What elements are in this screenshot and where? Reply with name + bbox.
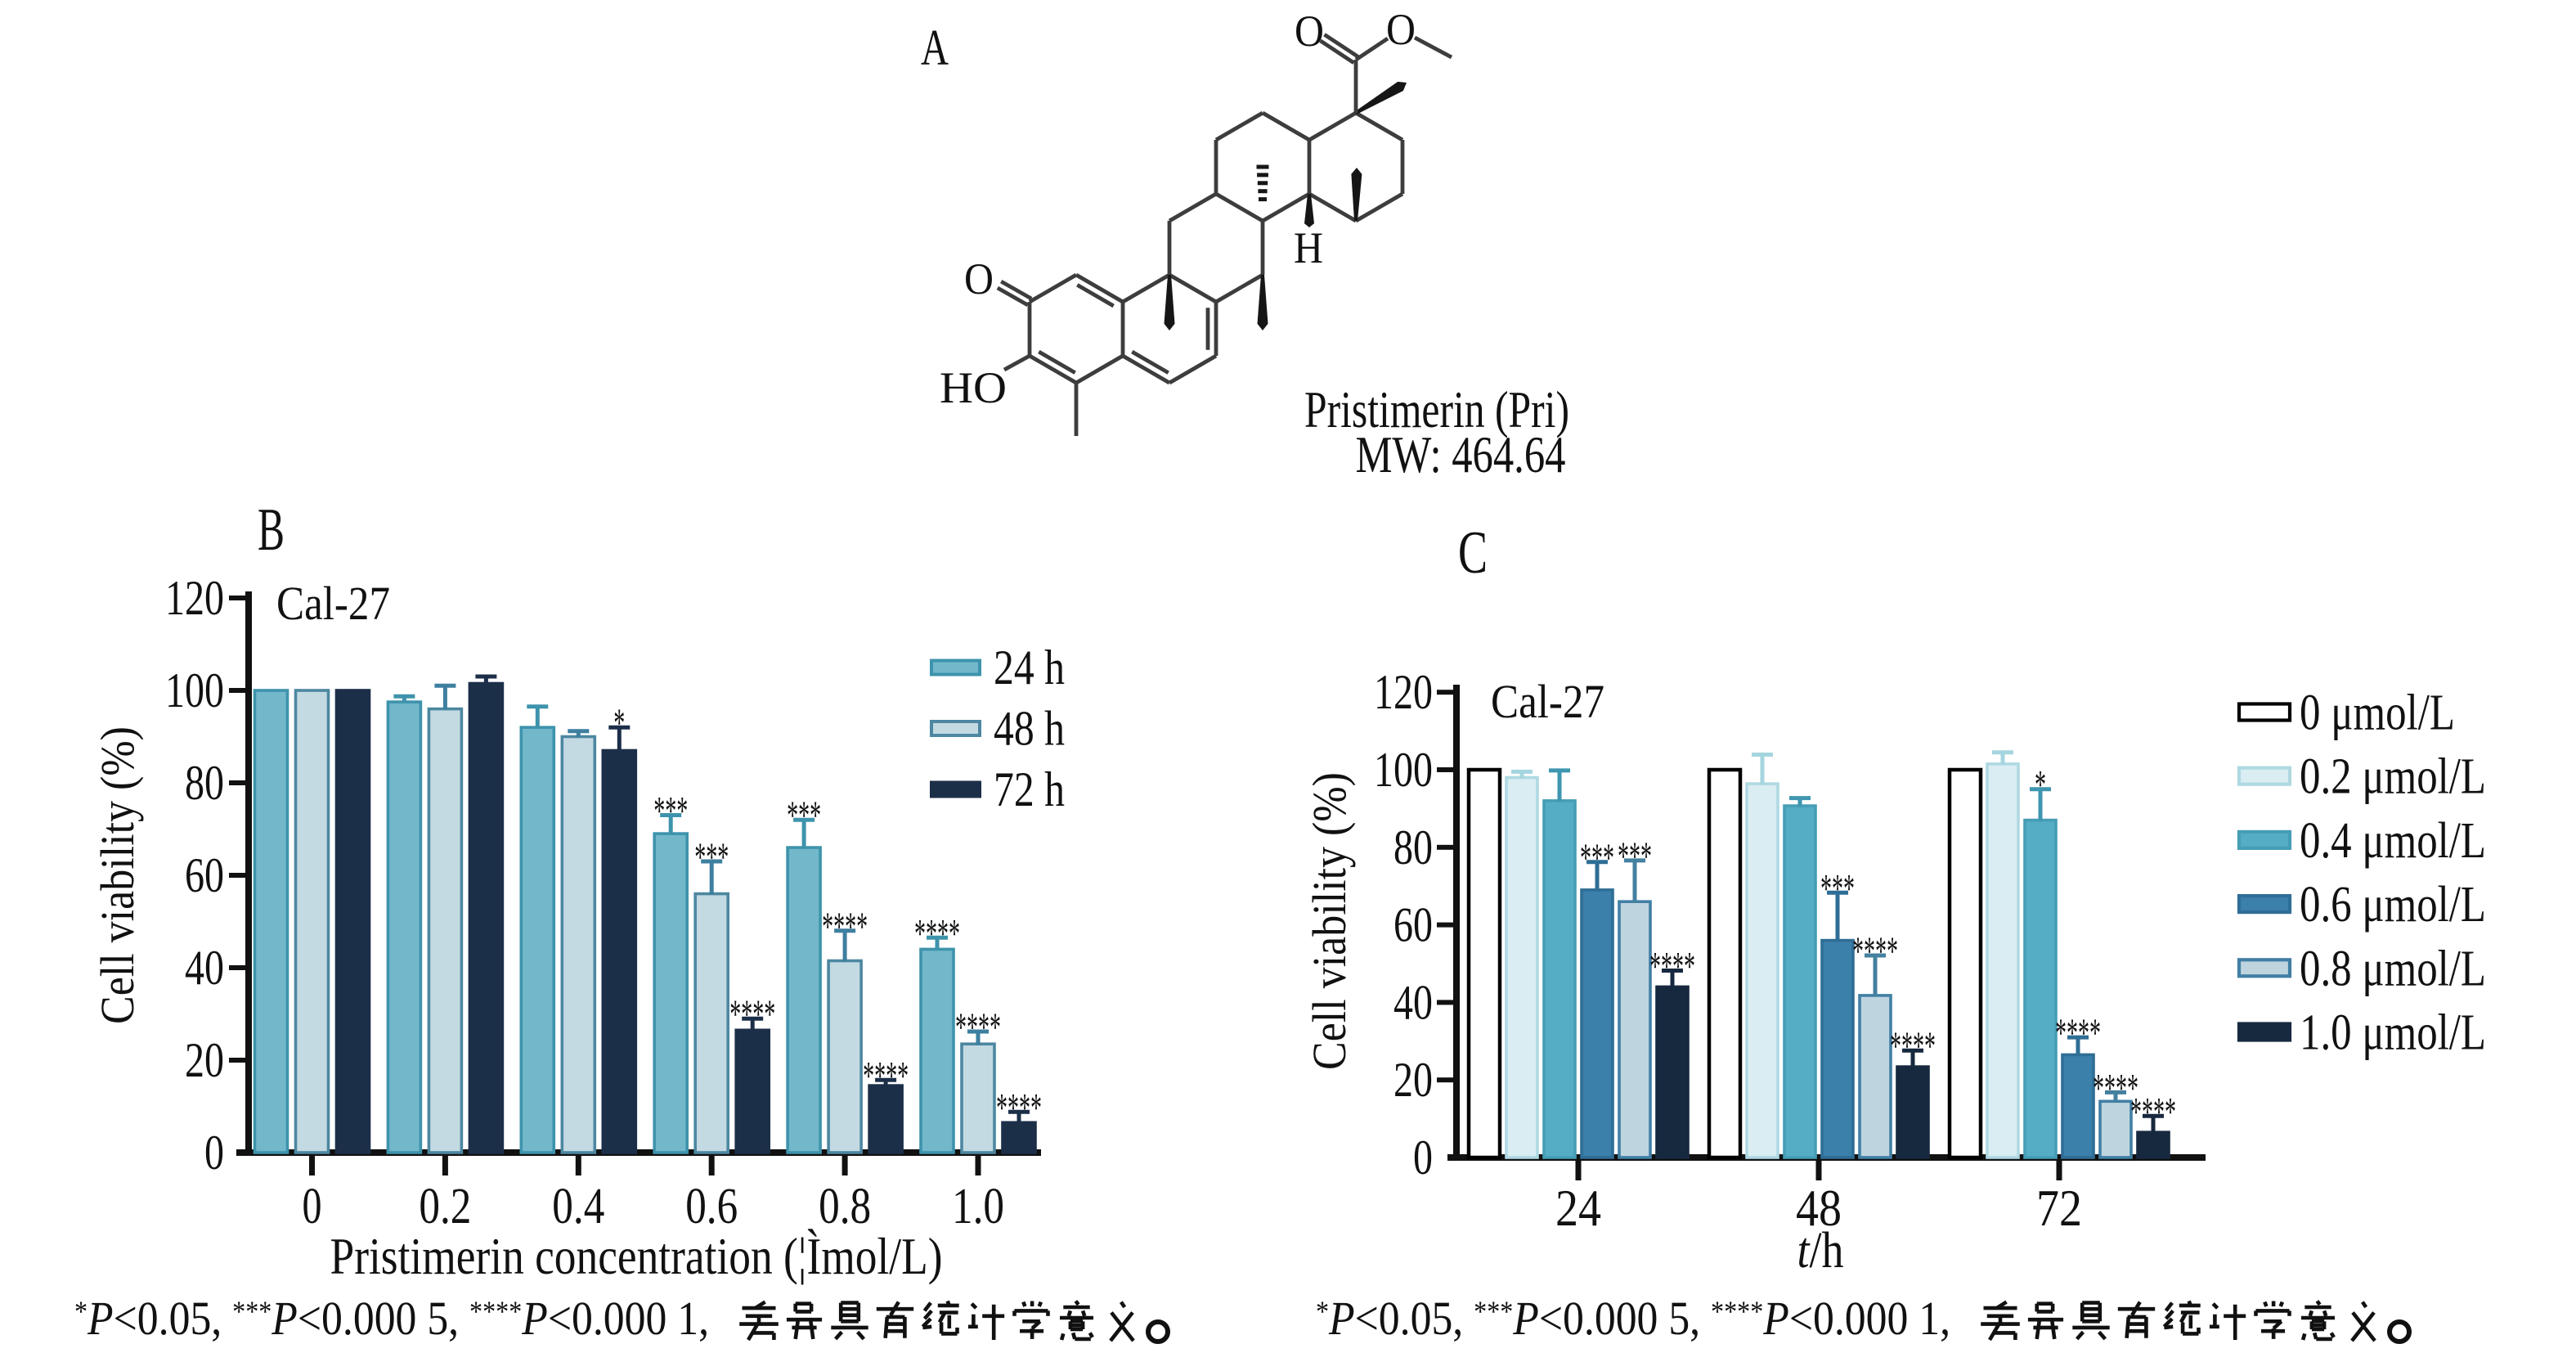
svg-text:****: **** <box>729 991 775 1037</box>
svg-text:Cell viability (%): Cell viability (%) <box>1303 772 1356 1070</box>
svg-text:A: A <box>921 20 949 76</box>
svg-text:1.0 μmol/L: 1.0 μmol/L <box>2300 1005 2486 1061</box>
svg-text:****: **** <box>996 1085 1042 1130</box>
svg-text:***: *** <box>1580 834 1614 880</box>
svg-text:24: 24 <box>1555 1179 1601 1237</box>
svg-text:1.0: 1.0 <box>952 1179 1004 1234</box>
svg-text:48 h: 48 h <box>994 702 1065 756</box>
svg-text:****: **** <box>863 1053 909 1099</box>
svg-text:120: 120 <box>165 571 224 625</box>
svg-text:120: 120 <box>1374 665 1433 719</box>
svg-text:***: *** <box>787 793 821 838</box>
svg-text:20: 20 <box>1393 1053 1433 1107</box>
svg-text:0.2 μmol/L: 0.2 μmol/L <box>2300 749 2486 805</box>
svg-text:****: **** <box>822 903 868 949</box>
svg-text:***: *** <box>694 834 729 880</box>
svg-text:0.4: 0.4 <box>552 1179 604 1234</box>
svg-text:0: 0 <box>303 1179 322 1234</box>
svg-text:C: C <box>1458 519 1488 587</box>
svg-text:0.2: 0.2 <box>419 1179 471 1234</box>
svg-text:0.8 μmol/L: 0.8 μmol/L <box>2300 941 2486 996</box>
svg-text:0: 0 <box>1413 1130 1433 1184</box>
svg-text:****: **** <box>914 910 960 956</box>
svg-text:*P<0.05, ***P<0.000 5, ****P<0: *P<0.05, ***P<0.000 5, ****P<0.000 1, <box>1316 1292 1961 1345</box>
svg-text:Cal-27: Cal-27 <box>1491 675 1604 728</box>
svg-text:****: **** <box>955 1005 1001 1050</box>
svg-text:****: **** <box>1890 1023 1936 1069</box>
svg-text:****: **** <box>2093 1065 2138 1111</box>
svg-text:*: * <box>2035 762 2046 807</box>
svg-text:0.8: 0.8 <box>819 1179 871 1234</box>
svg-text:O: O <box>1386 5 1416 54</box>
svg-text:t/h: t/h <box>1797 1223 1844 1279</box>
svg-text:0: 0 <box>204 1126 224 1180</box>
svg-text:O: O <box>1295 7 1324 56</box>
svg-text:72 h: 72 h <box>994 762 1065 816</box>
svg-text:***: *** <box>1618 833 1652 879</box>
svg-text:MW: 464.64: MW: 464.64 <box>1356 425 1566 483</box>
svg-text:0.6: 0.6 <box>685 1179 738 1234</box>
svg-text:100: 100 <box>1374 743 1433 797</box>
svg-text:HO: HO <box>940 363 1007 412</box>
svg-text:****: **** <box>1649 943 1695 989</box>
svg-text:****: **** <box>2055 1010 2101 1056</box>
svg-text:Pristimerin (Pri): Pristimerin (Pri) <box>1304 380 1569 438</box>
svg-text:*: * <box>613 700 625 746</box>
svg-text:48: 48 <box>1796 1179 1842 1237</box>
svg-text:100: 100 <box>165 663 224 717</box>
svg-text:60: 60 <box>1393 898 1433 952</box>
svg-text:60: 60 <box>185 848 224 902</box>
svg-text:O: O <box>964 254 994 303</box>
svg-text:40: 40 <box>185 941 224 995</box>
svg-text:*P<0.05, ***P<0.000 5, ****P<0: *P<0.05, ***P<0.000 5, ****P<0.000 1, <box>74 1292 720 1345</box>
svg-text:B: B <box>258 497 285 564</box>
svg-text:0.6 μmol/L: 0.6 μmol/L <box>2300 877 2486 933</box>
svg-text:20: 20 <box>185 1033 224 1087</box>
svg-text:****: **** <box>1852 928 1898 974</box>
svg-text:****: **** <box>2130 1089 2176 1135</box>
svg-text:80: 80 <box>1393 820 1433 874</box>
svg-text:Pristimerin concentration (¦Ìm: Pristimerin concentration (¦Ìmol/L) <box>330 1227 943 1285</box>
svg-text:***: *** <box>653 788 688 834</box>
svg-text:0.4 μmol/L: 0.4 μmol/L <box>2300 813 2486 869</box>
svg-text:80: 80 <box>185 756 224 810</box>
svg-text:***: *** <box>1820 865 1855 911</box>
svg-text:Cal-27: Cal-27 <box>276 577 390 630</box>
svg-text:Cell viability (%): Cell viability (%) <box>91 726 144 1024</box>
svg-text:40: 40 <box>1393 975 1433 1029</box>
svg-text:H: H <box>1294 223 1323 272</box>
svg-text:24 h: 24 h <box>994 641 1065 694</box>
svg-text:72: 72 <box>2036 1179 2082 1237</box>
svg-text:0 μmol/L: 0 μmol/L <box>2300 685 2455 741</box>
